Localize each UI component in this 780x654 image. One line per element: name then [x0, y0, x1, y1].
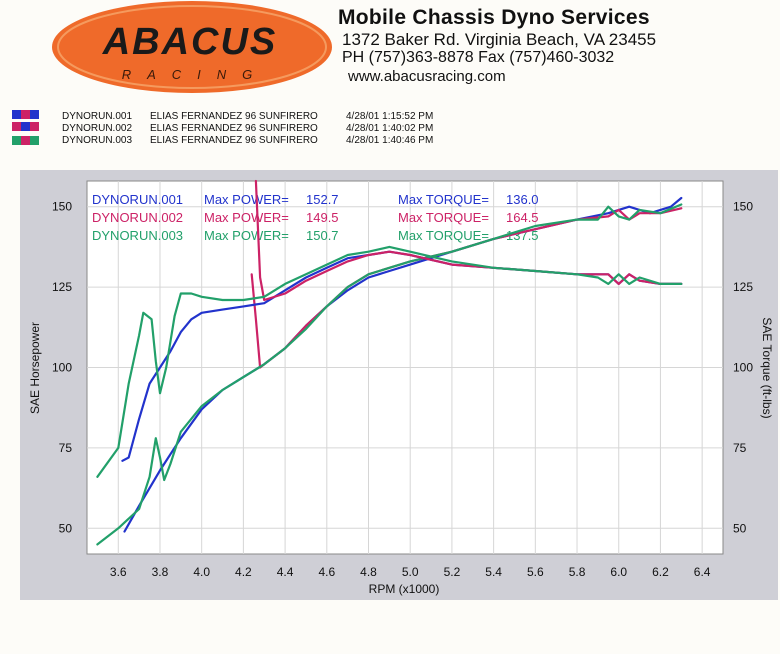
legend-power-label-3: Max POWER= [204, 228, 289, 243]
run-color-swatch-1 [12, 110, 39, 119]
x-tick-label: 3.6 [110, 565, 127, 579]
y-tick-label-right: 150 [733, 200, 753, 214]
y-tick-label-right: 50 [733, 521, 747, 535]
chart-legend: DYNORUN.001 Max POWER= 152.7 Max TORQUE=… [92, 192, 539, 243]
grid-lines [87, 181, 723, 554]
x-tick-label: 5.6 [527, 565, 544, 579]
x-tick-label: 5.0 [402, 565, 419, 579]
run3-power-line [96, 203, 683, 546]
run-file-3: DYNORUN.003 [62, 135, 132, 146]
legend-run-1: DYNORUN.001 [92, 192, 183, 207]
legend-run-2: DYNORUN.002 [92, 210, 183, 225]
logo-text: ABACUS [102, 21, 278, 63]
legend-run-3: DYNORUN.003 [92, 228, 183, 243]
run-desc-3: ELIAS FERNANDEZ 96 SUNFIRERO [150, 135, 318, 146]
run-date-3: 4/28/01 1:40:46 PM [346, 135, 433, 146]
x-tick-label: 6.2 [652, 565, 669, 579]
y-tick-label-left: 100 [52, 361, 72, 375]
y-axis-label-left: SAE Horsepower [28, 322, 42, 414]
run-file-2: DYNORUN.002 [62, 123, 132, 134]
x-tick-label: 6.4 [694, 565, 711, 579]
legend-power-label-2: Max POWER= [204, 210, 289, 225]
company-address: 1372 Baker Rd. Virginia Beach, VA 23455 [342, 30, 657, 49]
x-tick-label: 4.6 [318, 565, 335, 579]
run-desc-1: ELIAS FERNANDEZ 96 SUNFIRERO [150, 111, 318, 122]
run-color-swatch-2 [12, 122, 39, 131]
run-color-swatch-3 [12, 136, 39, 145]
run-desc-2: ELIAS FERNANDEZ 96 SUNFIRERO [150, 123, 318, 134]
x-tick-label: 5.2 [444, 565, 461, 579]
logo-subtext: RACING [122, 67, 269, 82]
run1-power-line [123, 196, 683, 533]
axes: 3.6 3.8 4.0 4.2 4.4 4.6 4.8 5.0 5.2 5.4 5.6 5.8 6.0 6… [52, 200, 753, 579]
x-tick-label: 5.8 [569, 565, 586, 579]
y-tick-label-left: 75 [59, 441, 73, 455]
x-axis-label: RPM (x1000) [369, 582, 440, 596]
y-tick-label-left: 125 [52, 280, 72, 294]
x-tick-label: 6.0 [610, 565, 627, 579]
legend-torque-value-2: 164.5 [506, 210, 539, 225]
x-tick-label: 4.0 [193, 565, 210, 579]
legend-torque-label-1: Max TORQUE= [398, 192, 489, 207]
x-tick-label: 3.8 [152, 565, 169, 579]
x-tick-label: 4.4 [277, 565, 294, 579]
y-tick-label-right: 125 [733, 280, 753, 294]
x-tick-label: 5.4 [485, 565, 502, 579]
y-axis-label-right: SAE Torque (ft-lbs) [760, 317, 774, 418]
legend-power-value-2: 149.5 [306, 210, 339, 225]
data-series [96, 179, 683, 546]
x-tick-label: 4.8 [360, 565, 377, 579]
run-list: DYNORUN.001 ELIAS FERNANDEZ 96 SUNFIRERO… [12, 110, 433, 146]
run-date-1: 4/28/01 1:15:52 PM [346, 111, 433, 122]
company-website[interactable]: www.abacusracing.com [348, 68, 506, 85]
run-file-1: DYNORUN.001 [62, 111, 132, 122]
legend-power-value-3: 150.7 [306, 228, 339, 243]
run-date-2: 4/28/01 1:40:02 PM [346, 123, 433, 134]
run2-torque-line [254, 179, 683, 302]
legend-torque-label-3: Max TORQUE= [398, 228, 489, 243]
legend-power-value-1: 152.7 [306, 192, 339, 207]
y-tick-label-right: 75 [733, 441, 747, 455]
abacus-logo: ABACUS RACING [52, 1, 332, 93]
x-tick-label: 4.2 [235, 565, 252, 579]
company-name: Mobile Chassis Dyno Services [338, 6, 650, 29]
company-phones: PH (757)363-8878 Fax (757)460-3032 [342, 49, 615, 66]
legend-torque-value-1: 136.0 [506, 192, 539, 207]
run3-torque-line [96, 245, 683, 478]
legend-power-label-1: Max POWER= [204, 192, 289, 207]
y-tick-label-right: 100 [733, 361, 753, 375]
y-tick-label-left: 50 [59, 521, 73, 535]
legend-torque-label-2: Max TORQUE= [398, 210, 489, 225]
y-tick-label-left: 150 [52, 200, 72, 214]
